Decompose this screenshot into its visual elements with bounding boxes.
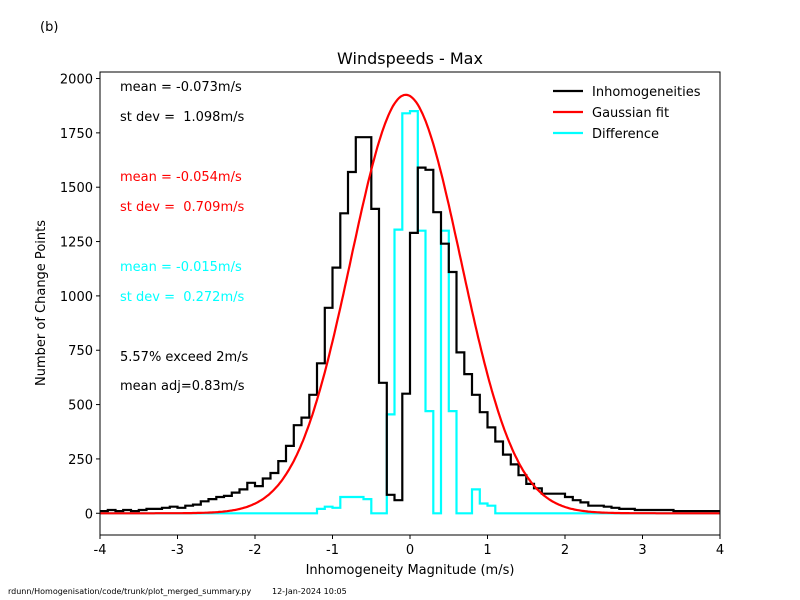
- series-gaussian-fit: [100, 93, 720, 515]
- x-tick-label: -2: [249, 543, 262, 558]
- legend-label: Inhomogeneities: [592, 85, 701, 100]
- x-tick-label: 4: [716, 543, 724, 558]
- y-tick-label: 1000: [60, 290, 93, 305]
- series-difference: [100, 110, 720, 515]
- x-tick-label: 2: [561, 543, 569, 558]
- x-axis-label: Inhomogeneity Magnitude (m/s): [306, 563, 515, 578]
- stats-annotation: mean = -0.015m/s: [120, 260, 242, 275]
- legend: Inhomogeneities Gaussian fit Difference: [553, 85, 701, 142]
- y-tick-label: 750: [68, 344, 93, 359]
- legend-label: Gaussian fit: [592, 106, 669, 121]
- y-tick-label: 1750: [60, 127, 93, 142]
- y-tick-label: 2000: [60, 73, 93, 88]
- x-tick-label: 0: [406, 543, 414, 558]
- y-tick-label: 0: [85, 507, 93, 522]
- series-inhomogeneities: [100, 136, 720, 513]
- stats-annotation: mean = -0.054m/s: [120, 170, 242, 185]
- panel-label: (b): [40, 20, 58, 35]
- x-axis: -4 -3 -2 -1 0 1 2 3 4: [94, 535, 724, 558]
- stats-annotation: mean = -0.073m/s: [120, 80, 242, 95]
- x-tick-label: -1: [326, 543, 339, 558]
- y-tick-label: 1250: [60, 236, 93, 251]
- stats-annotation: st dev = 0.272m/s: [120, 290, 244, 305]
- footer-timestamp: 12-Jan-2024 10:05: [272, 587, 347, 596]
- stats-annotation: st dev = 0.709m/s: [120, 200, 244, 215]
- stats-annotations: mean = -0.073m/s st dev = 1.098m/s mean = …: [120, 80, 249, 394]
- y-tick-label: 250: [68, 453, 93, 468]
- footer-script-path: rdunn/Homogenisation/code/trunk/plot_mer…: [8, 587, 252, 596]
- y-axis-label: Number of Change Points: [34, 220, 49, 386]
- chart-title: Windspeeds - Max: [337, 49, 483, 68]
- stats-annotation: mean adj=0.83m/s: [120, 379, 245, 394]
- x-tick-label: 3: [638, 543, 646, 558]
- legend-label: Difference: [592, 127, 659, 142]
- y-tick-label: 1500: [60, 181, 93, 196]
- stats-annotation: 5.57% exceed 2m/s: [120, 350, 249, 365]
- y-tick-label: 500: [68, 399, 93, 414]
- y-axis: 0 250 500 750 1000 1250 1500 1750 2000: [60, 73, 100, 522]
- plot-frame: [99, 71, 721, 536]
- x-tick-label: -3: [171, 543, 184, 558]
- plot-area: [100, 93, 720, 515]
- stats-annotation: st dev = 1.098m/s: [120, 110, 244, 125]
- x-tick-label: -4: [94, 543, 107, 558]
- x-tick-label: 1: [483, 543, 491, 558]
